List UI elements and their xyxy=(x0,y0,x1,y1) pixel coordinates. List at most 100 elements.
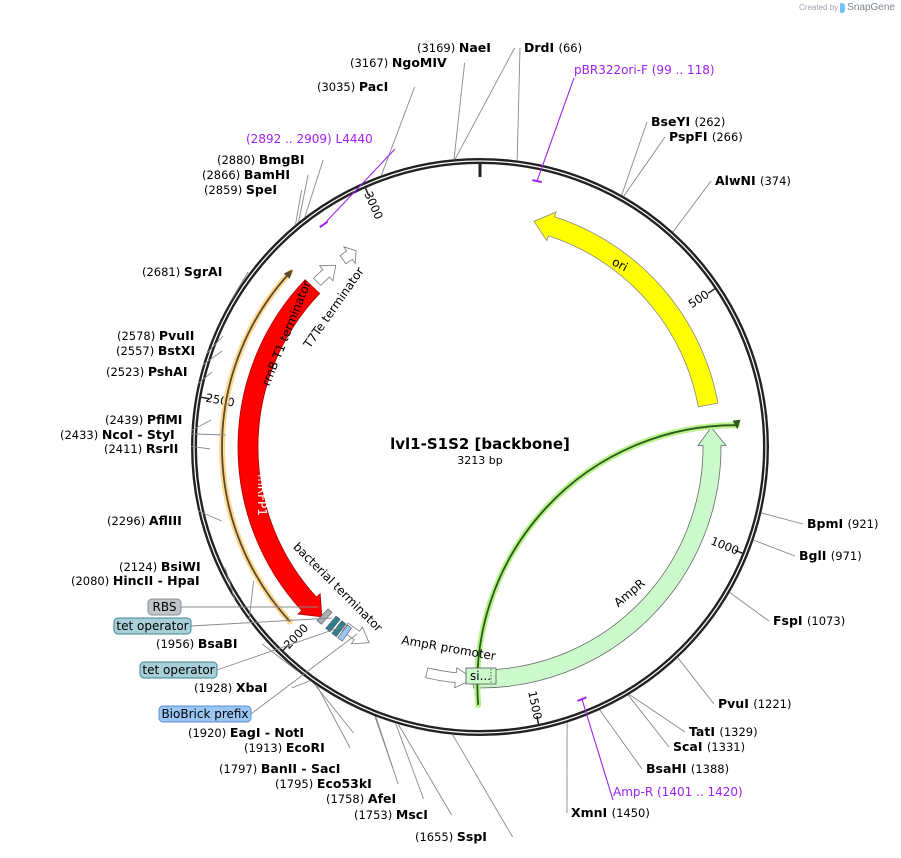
site-name: AlwNI xyxy=(715,173,760,188)
signal-sequence-label: si... xyxy=(470,669,491,683)
site-naei[interactable]: (3169) NaeI xyxy=(417,40,515,160)
site-leader-line xyxy=(381,86,416,176)
site-position: (2080) xyxy=(71,574,113,588)
site-name: BsaBI xyxy=(198,636,238,651)
site-name: BsaHI xyxy=(646,761,691,776)
feature-arrows xyxy=(219,211,741,708)
site-eagi-noti[interactable]: (1920) EagI - NotI xyxy=(188,683,354,740)
primer-binding-mark xyxy=(577,696,587,702)
site-afliii[interactable]: (2296) AflIII xyxy=(107,510,222,528)
site-name: DrdI xyxy=(524,40,559,55)
site-name: EagI - NotI xyxy=(230,725,304,740)
site-leader-line xyxy=(230,271,249,302)
tick-label: 2000 xyxy=(281,621,311,652)
mrfp1-arrow xyxy=(237,279,323,618)
site-paci[interactable]: (3035) PacI xyxy=(317,79,416,176)
site-sgrai[interactable]: (2681) SgrAI xyxy=(142,264,249,302)
site-pflmi[interactable]: (2439) PflMI xyxy=(105,412,212,431)
site-bgli[interactable]: BglI (971) xyxy=(753,539,862,563)
site-hincii-hpai[interactable]: (2080) HincII - HpaI xyxy=(71,573,255,621)
callout-leader-line xyxy=(250,633,358,715)
site-sspi[interactable]: (1655) SspI xyxy=(415,734,513,844)
tick-mark xyxy=(536,715,540,725)
site-ncoi-styi[interactable]: (2433) NcoI - StyI xyxy=(60,427,226,442)
site-bamhi[interactable]: (2866) BamHI xyxy=(202,167,309,223)
primer-amp-r[interactable]: Amp-R (1401 .. 1420) xyxy=(577,696,743,801)
site-leader-line xyxy=(395,723,425,800)
site-name: PacI xyxy=(359,79,388,94)
site-bpmi[interactable]: BpmI (921) xyxy=(761,512,878,531)
site-pvuii[interactable]: (2578) PvuII xyxy=(117,328,224,354)
site-ecori[interactable]: (1913) EcoRI xyxy=(244,685,351,755)
restriction-sites: (3169) NaeI(3167) NgoMIV(3035) PacI (2880… xyxy=(60,40,878,844)
site-alwni[interactable]: AlwNI (374) xyxy=(672,173,791,233)
callout-tet-operator[interactable]: tet operator xyxy=(113,617,333,635)
site-xmni[interactable]: XmnI (1450) xyxy=(566,722,650,820)
site-position: (266) xyxy=(712,130,743,144)
svg-text:BsaHI (1388): BsaHI (1388) xyxy=(646,761,729,776)
tick-mark xyxy=(364,187,370,196)
plasmid-title: lvl1-S1S2 [backbone] xyxy=(390,435,570,453)
callout-rbs[interactable]: RBS xyxy=(147,598,318,616)
site-name: PflMI xyxy=(147,412,183,427)
site-rsrii[interactable]: (2411) RsrII xyxy=(104,441,211,456)
site-bsabi[interactable]: (1956) BsaBI xyxy=(156,636,298,672)
site-msci[interactable]: (1753) MscI xyxy=(354,723,452,822)
svg-text:(1797) BanII - SacI: (1797) BanII - SacI xyxy=(219,761,340,776)
site-leader-line xyxy=(761,512,804,525)
primer-pbr322ori-f[interactable]: pBR322ori-F (99 .. 118) xyxy=(532,63,715,184)
site-pvui[interactable]: PvuI (1221) xyxy=(677,657,792,711)
site-bsiwi[interactable]: (2124) BsiWI xyxy=(119,559,236,601)
site-name: BsiWI xyxy=(161,559,201,574)
svg-text:(1758) AfeI: (1758) AfeI xyxy=(326,791,396,806)
site-ngomiv[interactable]: (3167) NgoMIV xyxy=(350,55,466,160)
primer-l4440[interactable]: (2892 .. 2909) L4440 xyxy=(246,132,396,228)
site-pshai[interactable]: (2523) PshAI xyxy=(106,364,213,384)
site-afei[interactable]: (1758) AfeI xyxy=(326,723,425,806)
svg-text:ScaI (1331): ScaI (1331) xyxy=(673,739,745,754)
site-position: (1331) xyxy=(707,740,745,754)
site-scai[interactable]: ScaI (1331) xyxy=(627,694,745,754)
callout-tet-operator[interactable]: tet operator xyxy=(139,625,345,679)
orange-orf-arrow-head-icon xyxy=(283,269,293,279)
svg-text:(2880) BmgBI: (2880) BmgBI xyxy=(217,152,305,167)
svg-text:(1655) SspI: (1655) SspI xyxy=(415,829,487,844)
site-position: (2557) xyxy=(116,344,158,358)
site-leader-line xyxy=(190,445,211,450)
site-name: SspI xyxy=(457,829,487,844)
callout-biobrick-prefix[interactable]: BioBrick prefix xyxy=(158,633,358,723)
callout-text: tet operator xyxy=(142,663,214,677)
site-name: BpmI xyxy=(807,516,848,531)
site-xbai[interactable]: (1928) XbaI xyxy=(194,680,311,695)
site-leader-line xyxy=(224,566,236,601)
site-name: AflIII xyxy=(149,513,182,528)
site-spei[interactable]: (2859) SpeI xyxy=(204,182,303,225)
site-bseyi[interactable]: BseYI (262) xyxy=(621,114,726,196)
site-bsahi[interactable]: BsaHI (1388) xyxy=(599,709,729,776)
site-position: (2681) xyxy=(142,265,184,279)
svg-text:(2681) SgrAI: (2681) SgrAI xyxy=(142,264,222,279)
site-tati[interactable]: TatI (1329) xyxy=(628,694,758,739)
site-position: (3169) xyxy=(417,41,459,55)
site-name: RsrII xyxy=(146,441,179,456)
site-name: EcoRI xyxy=(286,740,325,755)
site-leader-line xyxy=(623,136,666,197)
signal-sequence-box xyxy=(465,667,497,685)
site-position: (2296) xyxy=(107,514,149,528)
site-pspfi[interactable]: PspFI (266) xyxy=(623,129,743,197)
site-position: (2578) xyxy=(117,329,159,343)
site-eco53ki[interactable]: (1795) Eco53kI xyxy=(275,716,399,791)
site-leader-line xyxy=(454,47,515,160)
svg-text:TatI (1329): TatI (1329) xyxy=(689,724,758,739)
tick-label: 2500 xyxy=(205,391,236,410)
tick-mark xyxy=(201,396,210,400)
site-name: PvuI xyxy=(718,696,753,711)
svg-text:(3035) PacI: (3035) PacI xyxy=(317,79,388,94)
site-fspi[interactable]: FspI (1073) xyxy=(729,592,845,628)
ori-label: ori xyxy=(610,255,630,275)
tick-label: 1500 xyxy=(525,689,545,721)
svg-text:(2578) PvuII: (2578) PvuII xyxy=(117,328,194,343)
site-bstxi[interactable]: (2557) BstXI xyxy=(116,343,223,366)
site-drdi[interactable]: DrdI (66) xyxy=(516,40,582,161)
site-bmgbi[interactable]: (2880) BmgBI xyxy=(217,152,324,218)
